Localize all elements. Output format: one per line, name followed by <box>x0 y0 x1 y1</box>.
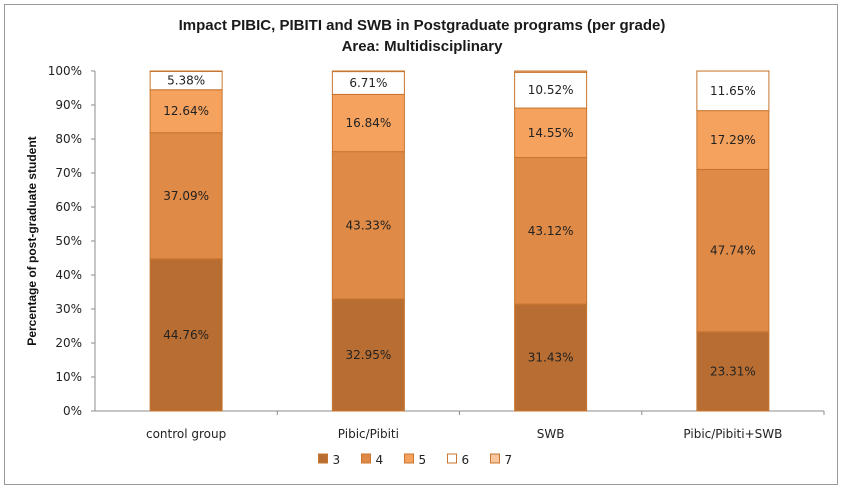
y-tick-label: 10% <box>55 370 82 384</box>
legend-swatch <box>404 453 414 464</box>
y-axis-label: Percentage of post-graduate student <box>25 136 39 345</box>
data-label: 16.84% <box>345 116 391 130</box>
x-tick-label: control group <box>146 427 226 441</box>
data-label: 6.71% <box>349 76 387 90</box>
legend-swatch <box>447 453 457 464</box>
y-tick-label: 50% <box>55 234 82 248</box>
y-tick-label: 60% <box>55 200 82 214</box>
legend-swatch <box>318 453 328 464</box>
bar-segment <box>514 70 588 73</box>
y-tick-label: 80% <box>55 132 82 146</box>
x-tick-label: Pibic/Pibiti+SWB <box>683 427 782 441</box>
bar-segment <box>696 70 770 112</box>
data-label: 43.33% <box>345 218 391 232</box>
bar-segment <box>514 157 588 305</box>
y-tick-label: 0% <box>63 404 82 418</box>
y-tick-label: 40% <box>55 268 82 282</box>
data-label: 17.29% <box>710 133 756 147</box>
y-tick-label: 100% <box>48 64 82 78</box>
legend: 3 4 5 6 7 <box>318 453 513 467</box>
legend-label: 6 <box>462 453 470 467</box>
data-label: 43.12% <box>528 224 574 238</box>
y-tick-label: 30% <box>55 302 82 316</box>
data-label: 32.95% <box>345 348 391 362</box>
chart-subtitle: Area: Multidisciplinary <box>342 38 504 55</box>
data-label: 23.31% <box>710 364 756 378</box>
bar-segment <box>331 93 405 153</box>
bars: 44.76% 37.09% 12.64% 5.38% 32.95% 43.33% 16.84… <box>149 70 770 412</box>
legend-label: 5 <box>419 453 427 467</box>
data-label: 37.09% <box>163 189 209 203</box>
y-tick-label: 70% <box>55 166 82 180</box>
y-tick-label: 20% <box>55 336 82 350</box>
legend-label: 4 <box>376 453 384 467</box>
legend-swatch <box>490 453 500 464</box>
data-label: 44.76% <box>163 328 209 342</box>
data-label: 12.64% <box>163 104 209 118</box>
bar-segment <box>331 70 405 73</box>
data-label: 31.43% <box>528 351 574 365</box>
bar-segment <box>514 71 588 109</box>
bar-segment <box>149 132 223 260</box>
x-tick-label: SWB <box>537 427 565 441</box>
bar-segment <box>696 331 770 412</box>
data-label: 10.52% <box>528 83 574 97</box>
y-tick-label: 90% <box>55 98 82 112</box>
x-tick-label: Pibic/Pibiti <box>338 427 399 441</box>
bar-segment <box>514 303 588 412</box>
data-label: 5.38% <box>167 74 205 88</box>
bar-segment <box>696 110 770 170</box>
legend-swatch <box>361 453 371 464</box>
bar-segment <box>514 107 588 159</box>
data-label: 47.74% <box>710 244 756 258</box>
legend-label: 3 <box>333 453 341 467</box>
data-label: 14.55% <box>528 126 574 140</box>
bar-segment <box>696 168 770 333</box>
bar-segment <box>331 151 405 300</box>
data-label: 11.65% <box>710 84 756 98</box>
bar-segment <box>149 258 223 412</box>
chart-title: Impact PIBIC, PIBITI and SWB in Postgrad… <box>179 17 666 34</box>
bar-segment <box>331 298 405 412</box>
legend-label: 7 <box>505 453 513 467</box>
bar-segment <box>149 89 223 134</box>
